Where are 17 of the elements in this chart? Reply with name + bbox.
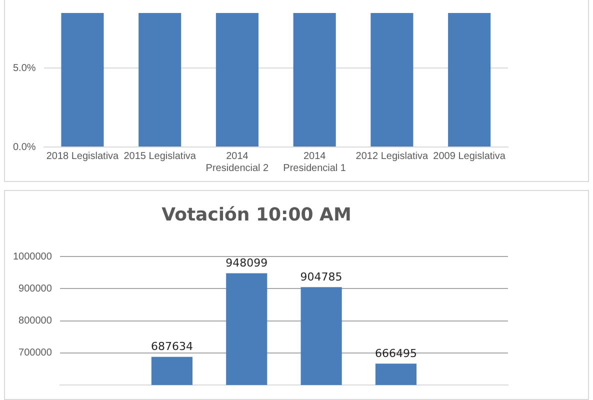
y-tick-label: 5.0% — [12, 62, 36, 74]
data-label: 687634 — [150, 340, 193, 354]
data-label: 666495 — [374, 347, 417, 360]
data-label: 904785 — [300, 270, 342, 284]
y-tick-label: 0.0% — [12, 142, 36, 153]
data-label: 948099 — [226, 256, 268, 270]
y-tick-label: 700000 — [18, 348, 52, 359]
chart-title: Votación 10:00 AM — [162, 204, 352, 226]
x-tick-label: 2009 Legislativa — [433, 150, 506, 162]
x-tick-label: 2018 Legislativa — [46, 150, 120, 162]
x-tick-label: 2014 Presidencial 1 — [283, 150, 346, 174]
y-tick-label: 800000 — [18, 316, 52, 327]
x-tick-label: 2012 Legislativa — [356, 150, 429, 162]
y-tick-label: 900000 — [18, 283, 52, 294]
y-tick-label: 1000000 — [12, 251, 52, 262]
x-tick-label: 2015 Legislativa — [124, 150, 196, 162]
x-tick-label: 2014 Presidencial 2 — [206, 150, 270, 174]
